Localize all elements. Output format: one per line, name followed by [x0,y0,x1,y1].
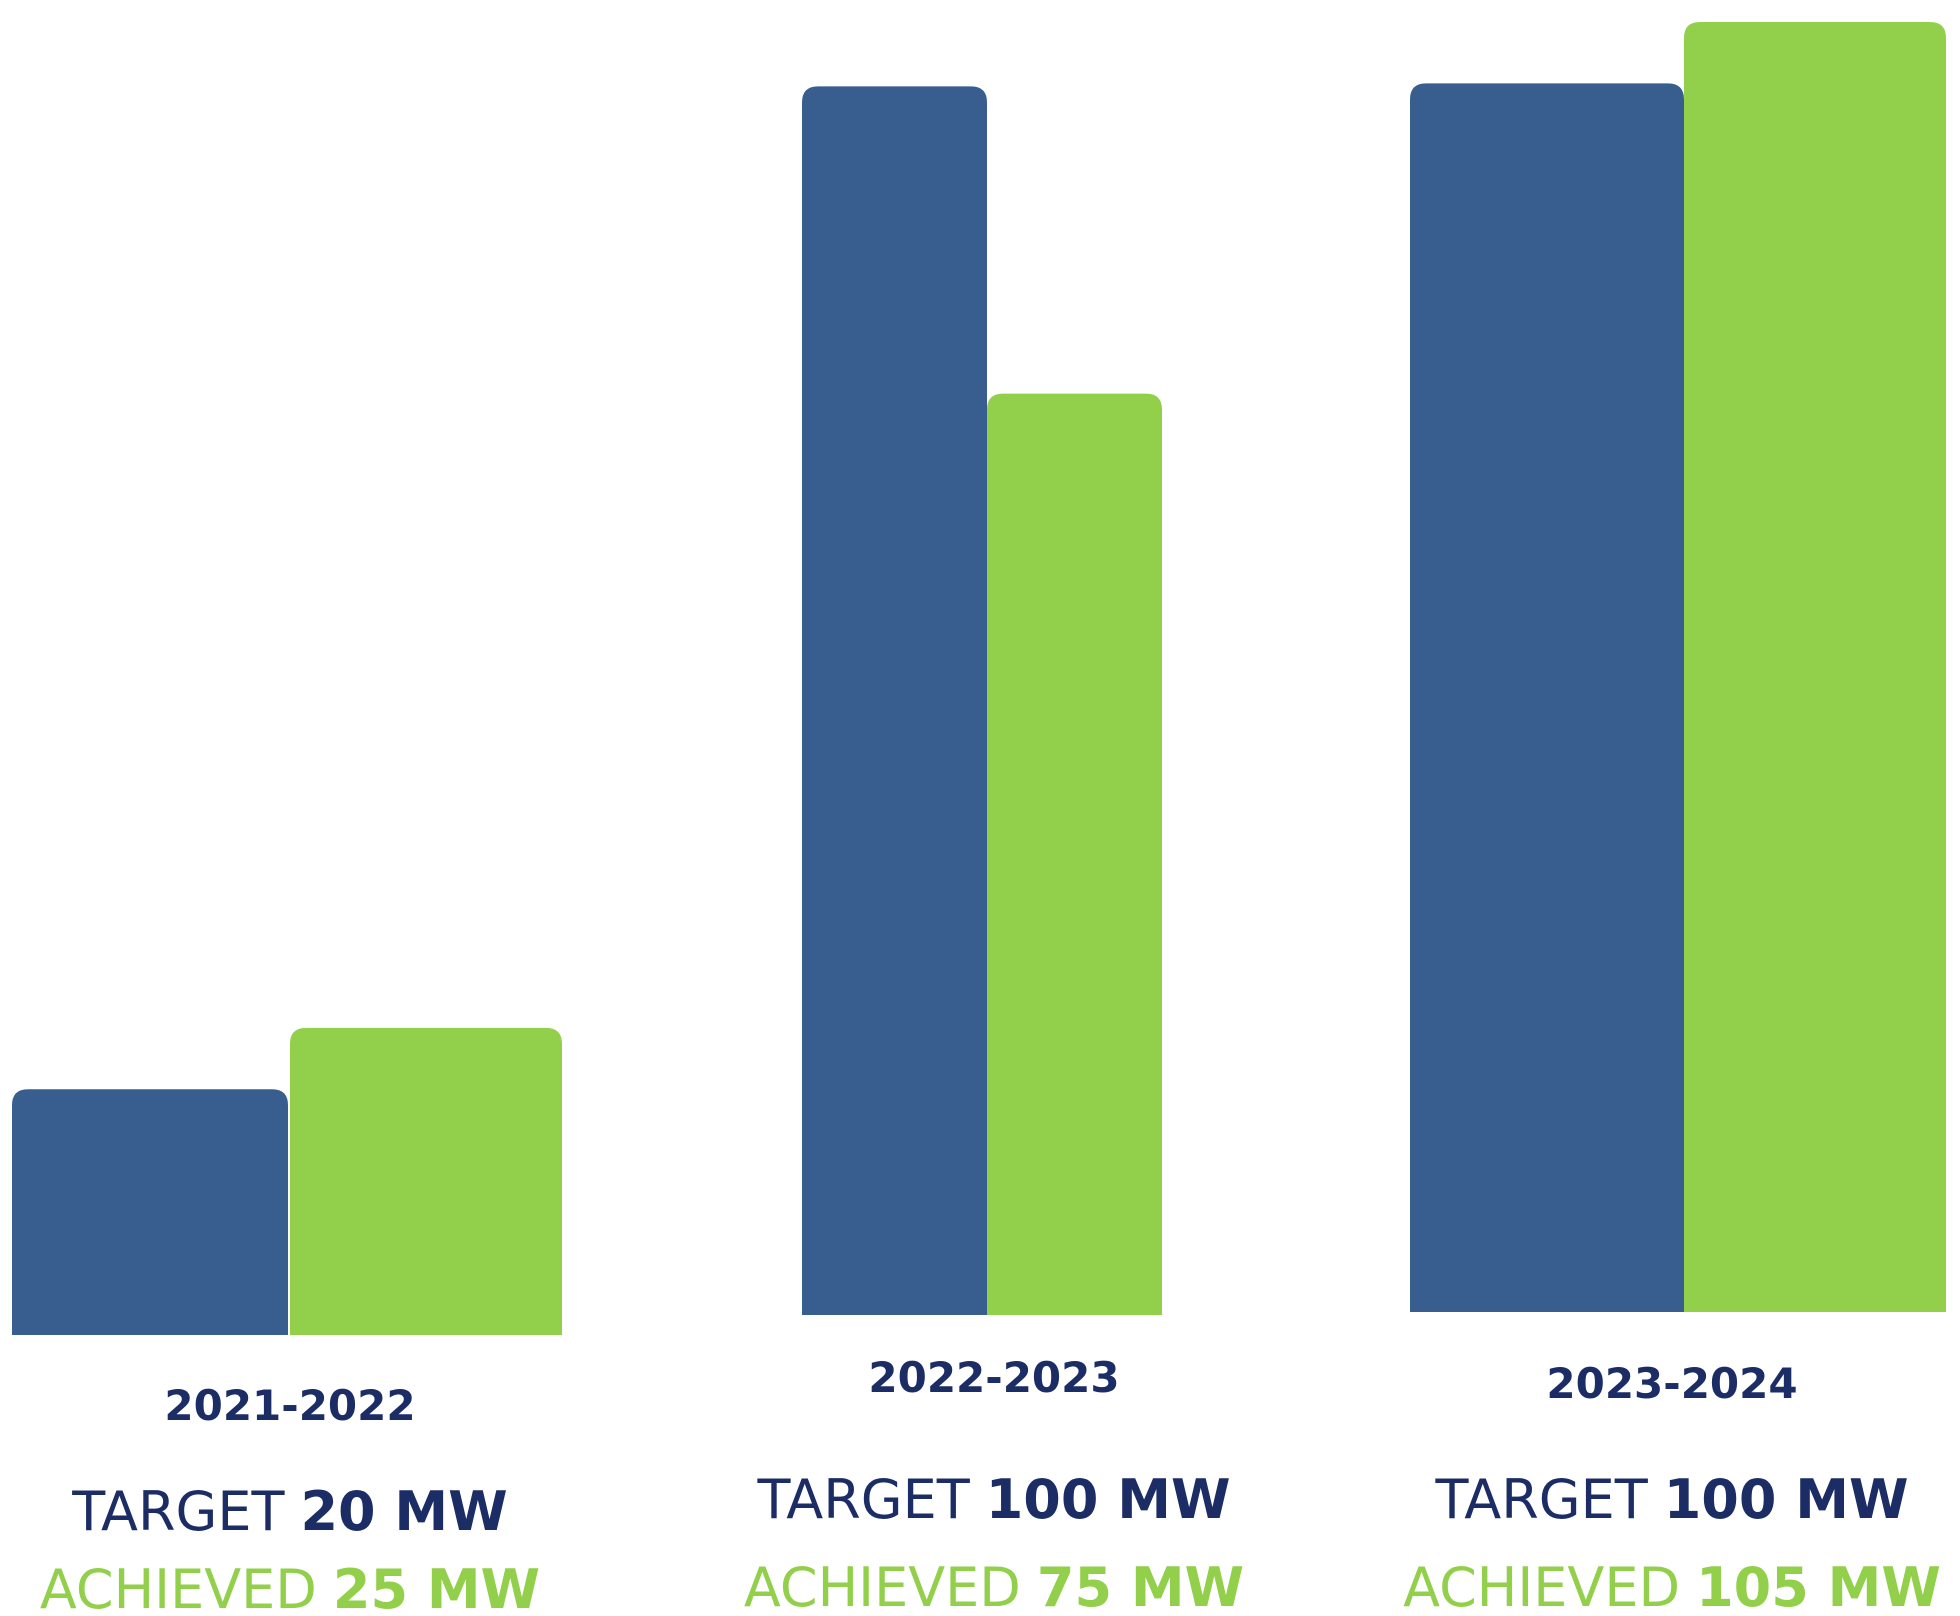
value-line: TARGET 100 MW [756,1468,1230,1531]
data-label: 100 MW [986,1468,1231,1531]
legend-label: ACHIEVED [744,1556,1021,1616]
bar [290,1027,562,1335]
value-line: ACHIEVED 105 MW [1403,1556,1941,1616]
value-line: ACHIEVED 75 MW [744,1556,1244,1616]
data-label: 75 MW [1037,1556,1244,1616]
data-label: 105 MW [1696,1556,1941,1616]
bar [987,393,1162,1316]
data-label: 25 MW [333,1558,540,1616]
legend-label: ACHIEVED [40,1558,317,1616]
legend-label: TARGET [1434,1468,1648,1531]
value-line: TARGET 20 MW [71,1480,507,1543]
data-label: 20 MW [300,1480,507,1543]
bar [1684,22,1946,1312]
bar [802,86,987,1315]
bar [12,1089,288,1335]
data-label: 100 MW [1664,1468,1909,1531]
value-line: ACHIEVED 25 MW [40,1558,540,1616]
legend-label: ACHIEVED [1403,1556,1680,1616]
legend-label: TARGET [756,1468,970,1531]
category-label: 2022-2023 [868,1353,1119,1402]
bar [1410,83,1684,1312]
legend-label: TARGET [71,1480,285,1543]
category-label: 2023-2024 [1546,1359,1797,1408]
category-label: 2021-2022 [164,1381,415,1430]
value-line: TARGET 100 MW [1434,1468,1908,1531]
